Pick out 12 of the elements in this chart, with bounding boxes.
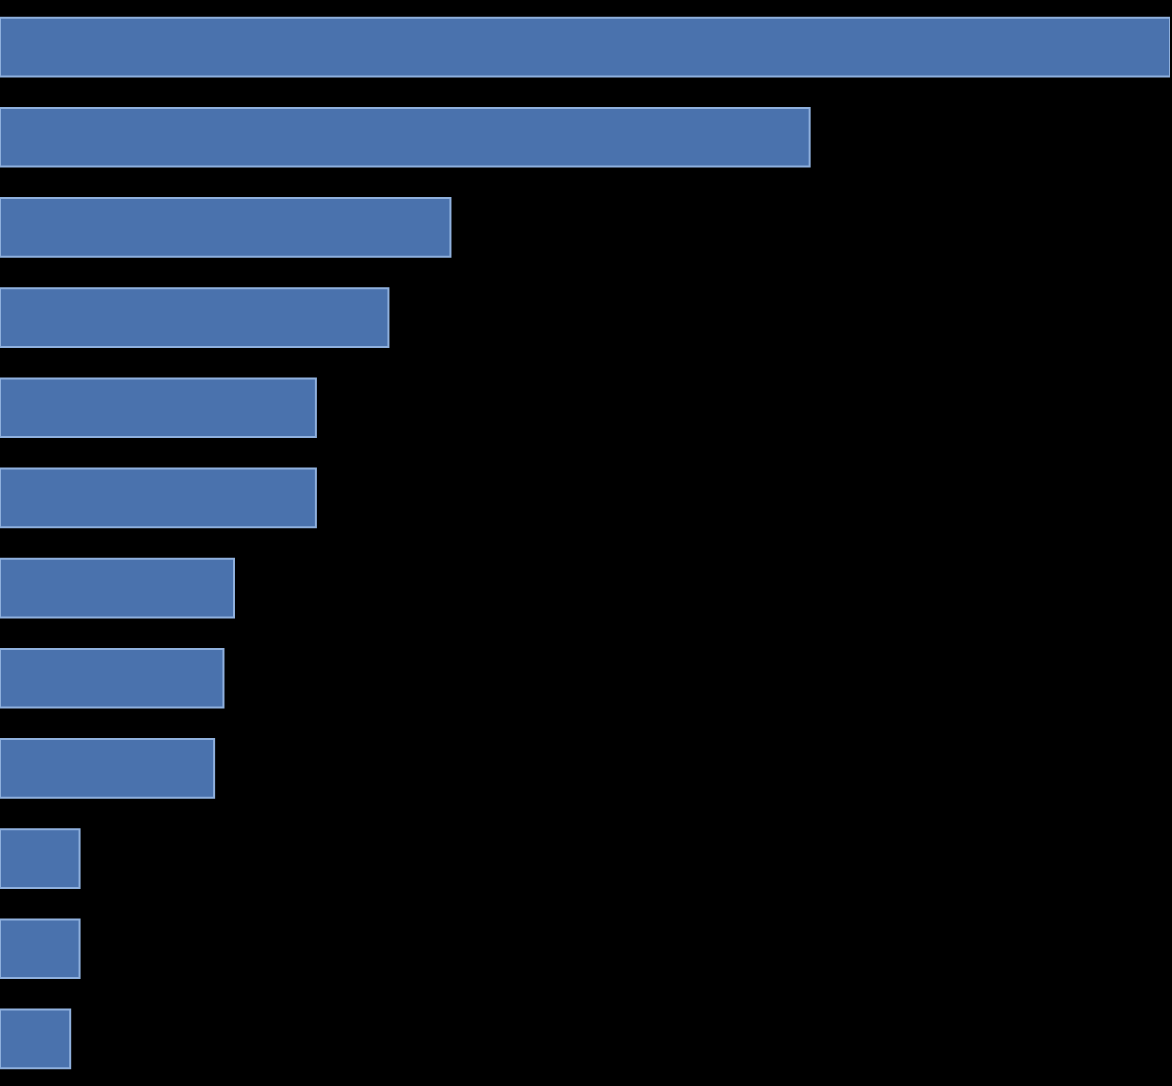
bar: [0, 377, 317, 439]
bar: [0, 467, 317, 529]
bar: [0, 287, 390, 348]
bar: [0, 16, 1170, 78]
bar: [0, 738, 216, 799]
bar: [0, 557, 235, 619]
bar: [0, 828, 81, 889]
bar: [0, 197, 452, 258]
bar: [0, 918, 81, 980]
bar: [0, 647, 225, 709]
bar: [0, 106, 811, 168]
bar: [0, 1008, 72, 1070]
